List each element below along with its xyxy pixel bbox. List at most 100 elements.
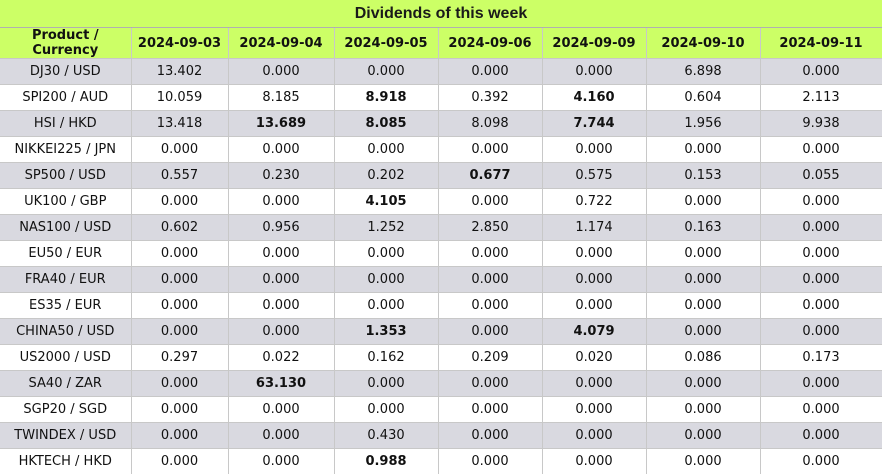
dividend-value-cell: 0.722 bbox=[542, 189, 646, 215]
header-date: 2024-09-11 bbox=[760, 28, 882, 59]
dividend-value-cell: 8.918 bbox=[334, 85, 438, 111]
dividend-value-cell: 0.000 bbox=[646, 397, 760, 423]
dividend-value-cell: 0.000 bbox=[646, 189, 760, 215]
dividend-value-cell: 0.000 bbox=[542, 293, 646, 319]
dividend-value-cell: 0.000 bbox=[760, 293, 882, 319]
dividend-value-cell: 8.085 bbox=[334, 111, 438, 137]
dividend-value-cell: 4.160 bbox=[542, 85, 646, 111]
dividend-value-cell: 10.059 bbox=[131, 85, 228, 111]
dividend-value-cell: 0.602 bbox=[131, 215, 228, 241]
dividend-value-cell: 0.000 bbox=[334, 397, 438, 423]
dividend-value-cell: 0.086 bbox=[646, 345, 760, 371]
dividend-value-cell: 0.000 bbox=[542, 267, 646, 293]
header-date: 2024-09-10 bbox=[646, 28, 760, 59]
dividend-value-cell: 13.418 bbox=[131, 111, 228, 137]
dividend-value-cell: 0.000 bbox=[646, 267, 760, 293]
dividend-value-cell: 0.677 bbox=[438, 163, 542, 189]
dividend-value-cell: 0.000 bbox=[542, 137, 646, 163]
dividend-value-cell: 0.000 bbox=[542, 59, 646, 85]
dividend-value-cell: 0.000 bbox=[228, 423, 334, 449]
dividend-value-cell: 0.000 bbox=[438, 371, 542, 397]
header-date: 2024-09-09 bbox=[542, 28, 646, 59]
dividend-value-cell: 0.000 bbox=[438, 267, 542, 293]
dividend-value-cell: 63.130 bbox=[228, 371, 334, 397]
dividend-value-cell: 13.402 bbox=[131, 59, 228, 85]
dividend-value-cell: 2.113 bbox=[760, 85, 882, 111]
dividend-value-cell: 1.174 bbox=[542, 215, 646, 241]
dividend-value-cell: 0.430 bbox=[334, 423, 438, 449]
dividend-value-cell: 0.000 bbox=[646, 449, 760, 474]
dividend-value-cell: 0.000 bbox=[334, 371, 438, 397]
dividend-value-cell: 0.000 bbox=[646, 423, 760, 449]
dividend-value-cell: 9.938 bbox=[760, 111, 882, 137]
dividend-value-cell: 0.000 bbox=[131, 319, 228, 345]
dividend-value-cell: 0.000 bbox=[760, 423, 882, 449]
dividend-value-cell: 0.000 bbox=[646, 319, 760, 345]
dividend-value-cell: 1.956 bbox=[646, 111, 760, 137]
dividend-value-cell: 0.000 bbox=[542, 397, 646, 423]
dividend-value-cell: 0.000 bbox=[760, 449, 882, 474]
product-cell: HSI / HKD bbox=[0, 111, 131, 137]
product-cell: SA40 / ZAR bbox=[0, 371, 131, 397]
dividend-value-cell: 0.557 bbox=[131, 163, 228, 189]
dividend-value-cell: 0.000 bbox=[228, 397, 334, 423]
dividend-value-cell: 0.000 bbox=[334, 137, 438, 163]
dividend-value-cell: 0.000 bbox=[438, 137, 542, 163]
dividend-value-cell: 0.000 bbox=[438, 423, 542, 449]
product-cell: SPI200 / AUD bbox=[0, 85, 131, 111]
dividend-value-cell: 0.202 bbox=[334, 163, 438, 189]
dividend-value-cell: 0.055 bbox=[760, 163, 882, 189]
product-cell: US2000 / USD bbox=[0, 345, 131, 371]
dividend-value-cell: 8.098 bbox=[438, 111, 542, 137]
dividend-value-cell: 0.000 bbox=[760, 215, 882, 241]
dividend-value-cell: 0.000 bbox=[334, 293, 438, 319]
product-cell: HKTECH / HKD bbox=[0, 449, 131, 474]
dividend-value-cell: 4.105 bbox=[334, 189, 438, 215]
dividend-value-cell: 0.000 bbox=[542, 423, 646, 449]
dividend-value-cell: 0.162 bbox=[334, 345, 438, 371]
dividend-value-cell: 1.353 bbox=[334, 319, 438, 345]
product-cell: UK100 / GBP bbox=[0, 189, 131, 215]
dividend-value-cell: 0.000 bbox=[438, 189, 542, 215]
dividend-value-cell: 0.000 bbox=[438, 241, 542, 267]
dividend-value-cell: 0.000 bbox=[228, 59, 334, 85]
dividend-value-cell: 0.000 bbox=[438, 319, 542, 345]
dividend-value-cell: 0.000 bbox=[646, 137, 760, 163]
dividend-value-cell: 0.163 bbox=[646, 215, 760, 241]
dividend-value-cell: 0.000 bbox=[542, 371, 646, 397]
dividend-value-cell: 0.020 bbox=[542, 345, 646, 371]
dividend-value-cell: 0.000 bbox=[131, 137, 228, 163]
dividend-value-cell: 13.689 bbox=[228, 111, 334, 137]
product-cell: SGP20 / SGD bbox=[0, 397, 131, 423]
dividend-value-cell: 0.000 bbox=[438, 397, 542, 423]
dividend-value-cell: 0.000 bbox=[131, 371, 228, 397]
dividend-value-cell: 0.153 bbox=[646, 163, 760, 189]
dividend-value-cell: 7.744 bbox=[542, 111, 646, 137]
dividend-value-cell: 0.000 bbox=[131, 423, 228, 449]
dividend-value-cell: 0.000 bbox=[646, 371, 760, 397]
header-product: Product / Currency bbox=[0, 28, 131, 59]
product-cell: NAS100 / USD bbox=[0, 215, 131, 241]
dividend-value-cell: 0.000 bbox=[131, 189, 228, 215]
header-date: 2024-09-03 bbox=[131, 28, 228, 59]
dividend-value-cell: 0.000 bbox=[228, 137, 334, 163]
dividend-value-cell: 0.000 bbox=[228, 189, 334, 215]
dividend-value-cell: 0.000 bbox=[760, 241, 882, 267]
dividend-value-cell: 6.898 bbox=[646, 59, 760, 85]
dividend-value-cell: 0.000 bbox=[760, 371, 882, 397]
dividend-value-cell: 0.000 bbox=[334, 267, 438, 293]
dividend-value-cell: 0.392 bbox=[438, 85, 542, 111]
dividend-value-cell: 0.000 bbox=[334, 59, 438, 85]
product-cell: TWINDEX / USD bbox=[0, 423, 131, 449]
dividend-value-cell: 0.000 bbox=[228, 319, 334, 345]
